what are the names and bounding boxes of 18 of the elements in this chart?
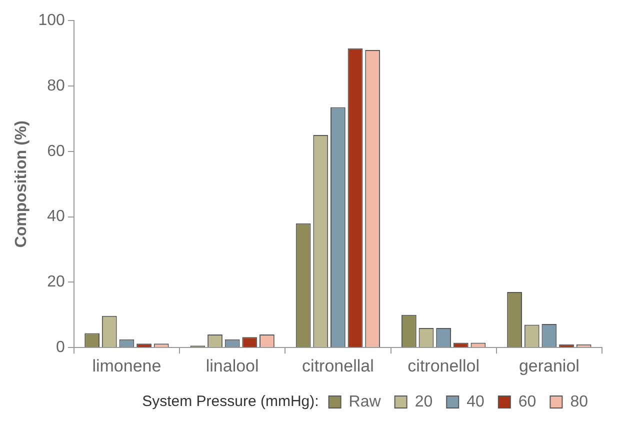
legend-label: Raw (348, 393, 382, 410)
legend-label: 60 (518, 393, 536, 410)
legend-label: 80 (570, 393, 588, 410)
x-tick-label: citronellol (408, 356, 480, 376)
x-tick-label: linalool (206, 356, 259, 376)
y-tick-label: 60 (47, 142, 65, 160)
x-tick-label: geraniol (518, 356, 580, 376)
legend-label: 40 (466, 393, 485, 410)
x-tick-label: limonene (92, 356, 162, 376)
legend-title: System Pressure (mmHg): (142, 393, 319, 410)
y-tick-label: 40 (47, 208, 65, 226)
x-tick-label: citronellal (302, 356, 374, 376)
y-tick-label: 0 (56, 339, 65, 356)
legend-label: 20 (414, 393, 433, 410)
y-tick-label: 100 (38, 12, 65, 30)
y-axis-title: Composition (%) (13, 120, 30, 248)
y-tick-label: 20 (47, 274, 65, 291)
y-tick-label: 80 (47, 77, 65, 94)
